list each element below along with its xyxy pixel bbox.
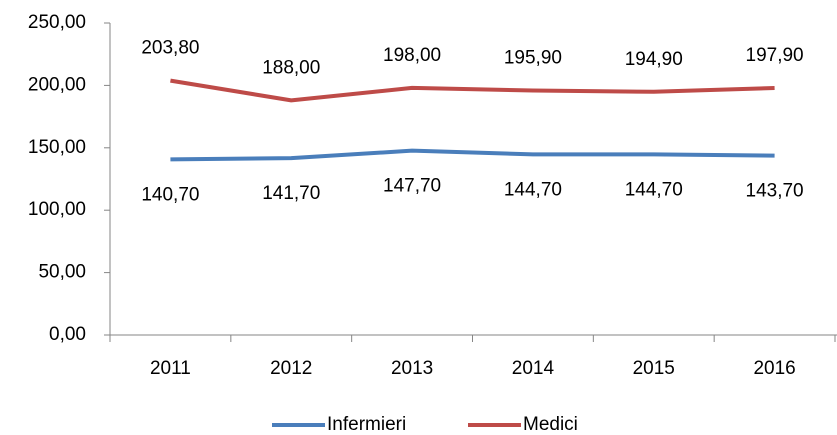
data-label: 143,70 [746,181,804,202]
y-tick-label: 0,00 [49,324,86,345]
x-tick-label: 2016 [753,358,795,379]
line-series [170,148,775,162]
x-tick-label: 2012 [270,358,312,379]
data-label: 198,00 [383,45,441,66]
data-label: 194,90 [625,49,683,70]
x-tick-label: 2013 [391,358,433,379]
x-tick-label: 2015 [633,358,675,379]
data-label: 144,70 [625,179,683,200]
legend-label: Infermieri [327,414,406,435]
y-tick-label: 150,00 [28,137,86,158]
line-series [170,78,775,103]
data-label: 140,70 [141,184,199,205]
data-label: 141,70 [262,183,320,204]
y-tick-label: 250,00 [28,12,86,33]
data-label: 144,70 [504,179,562,200]
data-label: 203,80 [141,38,199,59]
y-tick-label: 100,00 [28,199,86,220]
y-tick-label: 200,00 [28,74,86,95]
data-label: 188,00 [262,57,320,78]
data-label: 197,90 [746,45,804,66]
data-label: 147,70 [383,176,441,197]
x-tick-label: 2011 [150,358,191,379]
data-label: 195,90 [504,48,562,69]
y-tick-label: 50,00 [38,262,86,283]
x-tick-label: 2014 [512,358,555,379]
legend-label: Medici [523,414,578,435]
